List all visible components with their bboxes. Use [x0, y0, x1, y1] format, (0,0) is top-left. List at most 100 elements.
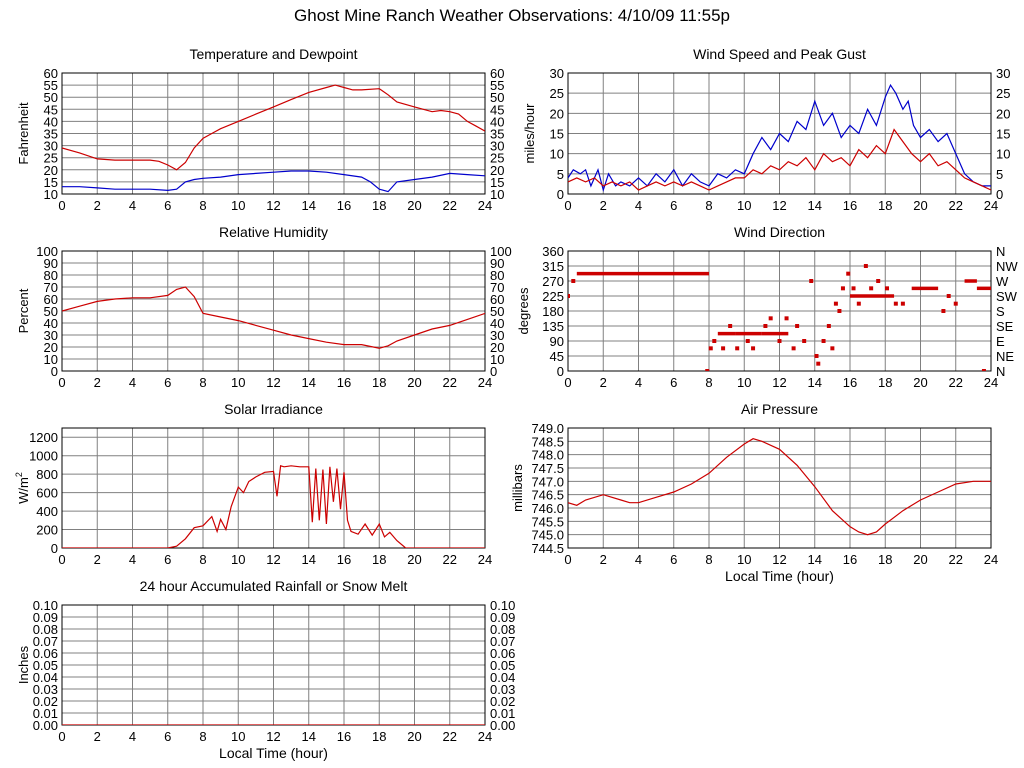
right-tick-label: 45 [490, 102, 504, 117]
chart-title: Air Pressure [741, 401, 818, 417]
x-tick-label: 22 [443, 729, 457, 744]
x-tick-label: 8 [705, 198, 712, 213]
x-tick-label: 8 [199, 552, 206, 567]
x-tick-label: 6 [164, 729, 171, 744]
y-tick-label: 25 [44, 151, 58, 166]
x-tick-label: 2 [94, 375, 101, 390]
y-tick-label: 746.0 [531, 501, 564, 516]
x-tick-label: 8 [705, 375, 712, 390]
x-tick-label: 20 [407, 375, 421, 390]
direction-point [885, 286, 890, 291]
x-tick-label: 0 [564, 198, 571, 213]
y-axis-label: degrees [516, 287, 531, 334]
direction-point [840, 286, 845, 291]
right-tick-label: N [996, 364, 1005, 379]
direction-point [863, 264, 868, 268]
x-tick-label: 8 [199, 375, 206, 390]
right-tick-label: 55 [490, 78, 504, 93]
x-tick-label: 22 [949, 198, 963, 213]
x-tick-label: 6 [670, 552, 677, 567]
page-title: Ghost Mine Ranch Weather Observations: 4… [294, 6, 730, 25]
chart-title: Wind Direction [734, 224, 825, 240]
y-tick-label: 30 [44, 139, 58, 154]
x-tick-label: 20 [407, 552, 421, 567]
direction-point [941, 309, 946, 313]
y-tick-label: 0.07 [33, 634, 58, 649]
right-tick-label: S [996, 304, 1005, 319]
y-tick-label: 315 [542, 259, 564, 274]
right-tick-label: 0.10 [490, 598, 515, 613]
y-tick-label: 1000 [29, 449, 58, 464]
series-line-red [568, 128, 991, 191]
chart-title: Temperature and Dewpoint [189, 46, 357, 62]
x-tick-label: 16 [843, 198, 857, 213]
direction-point [833, 301, 838, 306]
direction-point [712, 339, 717, 343]
right-tick-label: 0.08 [490, 622, 515, 637]
plot-frame [61, 427, 486, 549]
y-tick-label: 45 [44, 102, 58, 117]
y-axis-label: miles/hour [522, 103, 537, 164]
direction-point [893, 301, 898, 306]
series-line-red [62, 84, 485, 171]
x-tick-label: 8 [199, 729, 206, 744]
right-tick-label: 0 [996, 187, 1003, 202]
x-tick-label: 24 [478, 375, 492, 390]
direction-point [826, 324, 831, 328]
direction-point [708, 346, 713, 351]
x-tick-label: 2 [94, 552, 101, 567]
y-tick-label: 745.5 [531, 514, 564, 529]
y-tick-label: 0 [557, 364, 564, 379]
x-tick-label: 10 [737, 552, 751, 567]
x-tick-label: 2 [600, 198, 607, 213]
y-tick-label: 0.09 [33, 610, 58, 625]
x-tick-label: 18 [372, 552, 386, 567]
plot-area [62, 286, 485, 349]
x-tick-label: 8 [705, 552, 712, 567]
right-tick-label: 10 [490, 187, 504, 202]
x-tick-label: 0 [58, 729, 65, 744]
x-tick-label: 0 [564, 375, 571, 390]
x-tick-label: 2 [600, 552, 607, 567]
direction-point [728, 324, 733, 328]
x-tick-label: 24 [478, 729, 492, 744]
direction-point [795, 324, 800, 328]
plot-area [62, 84, 485, 193]
right-tick-label: N [996, 244, 1005, 259]
x-tick-label: 0 [58, 375, 65, 390]
direction-point [816, 361, 821, 366]
x-tick-label: 18 [878, 198, 892, 213]
x-tick-label: 18 [372, 729, 386, 744]
x-axis-label: Local Time (hour) [219, 745, 328, 761]
right-tick-label: 30 [490, 139, 504, 154]
direction-point [745, 339, 750, 343]
right-tick-label: 30 [996, 66, 1010, 81]
y-tick-label: 40 [44, 114, 58, 129]
y-tick-label: 400 [36, 504, 58, 519]
y-tick-label: 15 [44, 175, 58, 190]
right-tick-label: 0 [490, 364, 497, 379]
y-tick-label: 0.04 [33, 670, 58, 685]
y-tick-label: 5 [557, 167, 564, 182]
y-tick-label: 360 [542, 244, 564, 259]
direction-point [953, 301, 958, 306]
x-tick-label: 10 [231, 552, 245, 567]
x-tick-label: 16 [337, 729, 351, 744]
x-tick-label: 24 [478, 198, 492, 213]
x-tick-label: 18 [878, 552, 892, 567]
x-tick-label: 0 [564, 552, 571, 567]
right-tick-label: SW [996, 289, 1018, 304]
x-tick-label: 12 [266, 198, 280, 213]
direction-point [814, 354, 819, 358]
x-tick-label: 16 [337, 552, 351, 567]
x-tick-label: 14 [808, 375, 822, 390]
direction-point [802, 339, 807, 343]
chart-rain: 24 hour Accumulated Rainfall or Snow Mel… [16, 578, 515, 761]
x-tick-label: 6 [670, 375, 677, 390]
y-tick-label: 745.0 [531, 528, 564, 543]
x-axis-label: Local Time (hour) [725, 568, 834, 584]
x-tick-label: 14 [302, 729, 316, 744]
x-tick-label: 20 [407, 198, 421, 213]
x-tick-label: 12 [772, 552, 786, 567]
